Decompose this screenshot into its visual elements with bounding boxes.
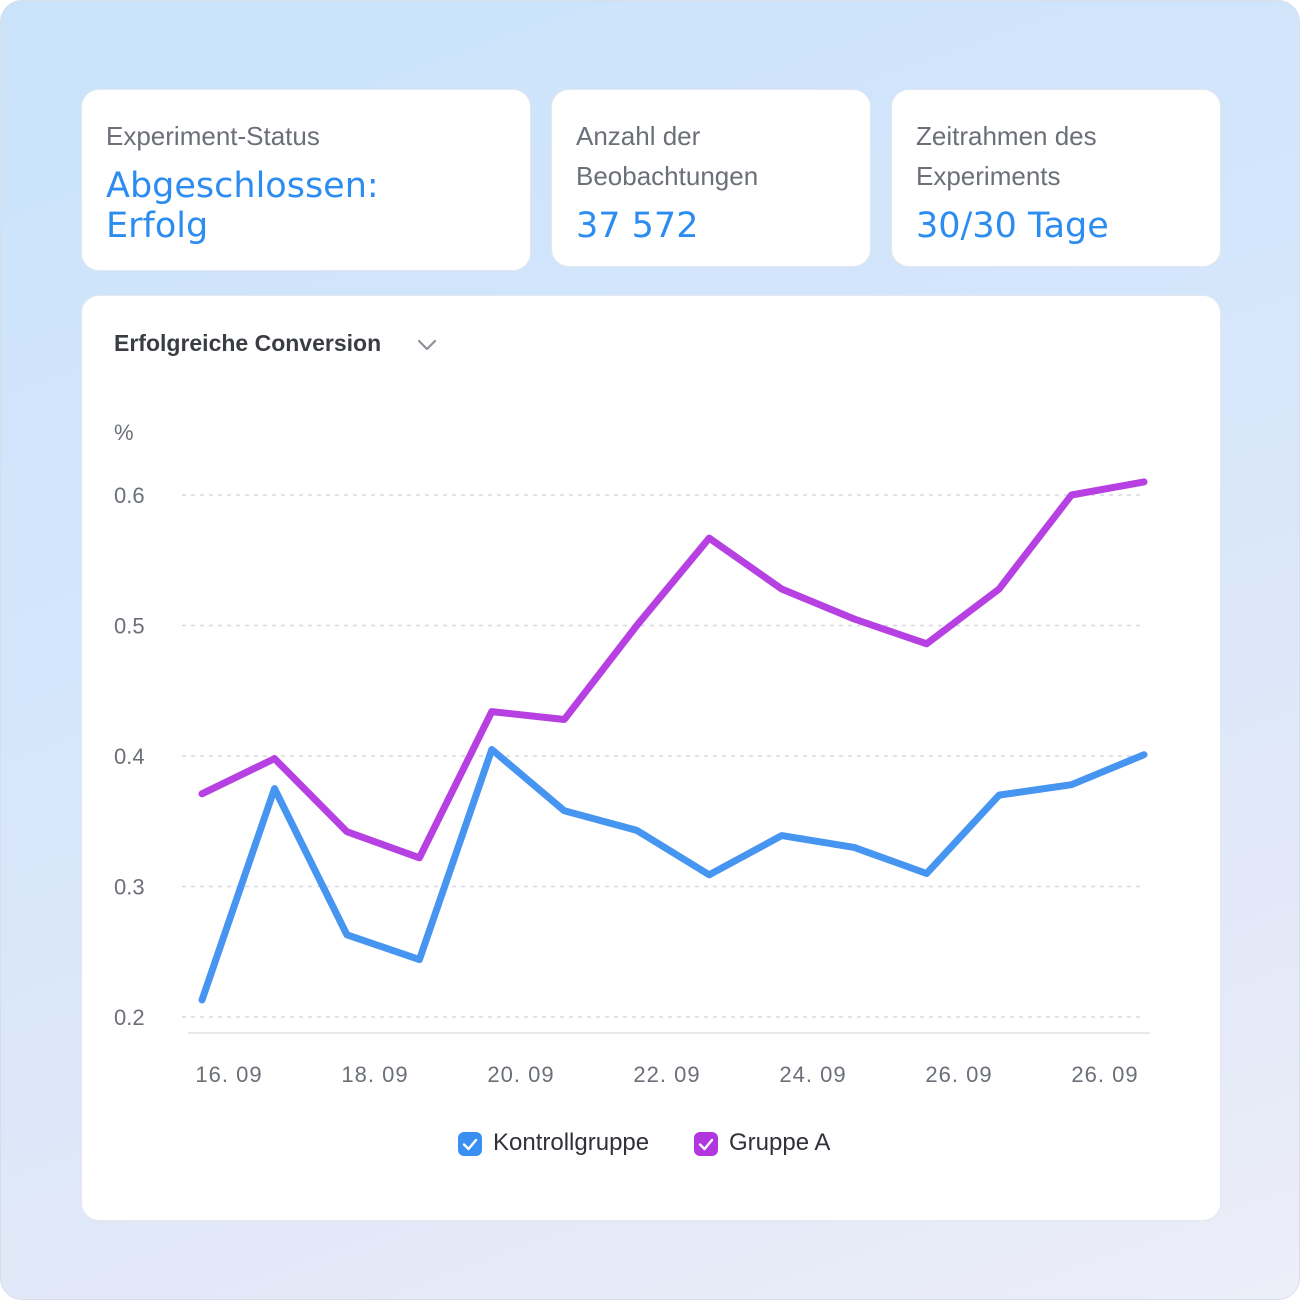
legend-label-kontrollgruppe: Kontrollgruppe (493, 1129, 650, 1156)
y-tick-label: 0.3 (114, 875, 145, 900)
checkbox-checked-icon[interactable] (458, 1132, 482, 1156)
x-tick-label: 22. 09 (633, 1062, 700, 1087)
experiment-status-card: Experiment-Status Abgeschlossen: Erfolg (81, 89, 531, 271)
chevron-down-icon[interactable] (416, 338, 438, 352)
chart-card: Erfolgreiche Conversion % 0.2 0.3 0.4 0.5 0.… (81, 295, 1221, 1221)
observations-card: Anzahl der Beobachtungen 37 572 (551, 89, 871, 267)
observations-value: 37 572 (576, 206, 699, 246)
experiment-status-label: Experiment-Status (106, 121, 320, 151)
y-tick-label: 0.4 (114, 744, 145, 769)
y-tick-label: 0.2 (114, 1005, 145, 1030)
series-line-kontrollgruppe (198, 746, 1148, 1004)
legend-label-gruppe-a: Gruppe A (729, 1129, 831, 1156)
y-tick-label: 0.5 (114, 614, 145, 639)
y-tick-labels: 0.2 0.3 0.4 0.5 0.6 (114, 483, 145, 1030)
x-tick-label: 18. 09 (341, 1062, 408, 1087)
x-tick-label: 20. 09 (487, 1062, 554, 1087)
legend: Kontrollgruppe Gruppe A (82, 1126, 1220, 1162)
chart-title[interactable]: Erfolgreiche Conversion (114, 330, 382, 356)
x-tick-label: 16. 09 (195, 1062, 262, 1087)
timeframe-label: Zeitrahmen des Experiments (916, 116, 1097, 196)
series-lines (198, 478, 1148, 1004)
timeframe-label-line1: Zeitrahmen des (916, 121, 1097, 151)
timeframe-label-line2: Experiments (916, 161, 1061, 191)
series-line-gruppe-a (198, 478, 1148, 862)
y-axis-unit-label: % (114, 420, 134, 445)
timeframe-card: Zeitrahmen des Experiments 30/30 Tage (891, 89, 1221, 267)
x-tick-label: 26. 09 (1071, 1062, 1138, 1087)
y-tick-label: 0.6 (114, 483, 145, 508)
checkbox-checked-icon[interactable] (694, 1132, 718, 1156)
timeframe-value: 30/30 Tage (916, 206, 1109, 246)
line-chart: % 0.2 0.3 0.4 0.5 0.6 16. 09 18. 09 20. 09 22. … (114, 420, 1150, 1087)
experiment-status-value-line1: Abgeschlossen: (106, 166, 379, 206)
observations-label-line1: Anzahl der (576, 121, 701, 151)
experiment-status-value-line2: Erfolg (106, 206, 209, 246)
check-icon (698, 1138, 714, 1151)
observations-label-line2: Beobachtungen (576, 161, 759, 191)
experiment-status-value: Abgeschlossen: Erfolg (106, 166, 379, 246)
x-tick-label: 24. 09 (779, 1062, 846, 1087)
check-icon (462, 1138, 478, 1151)
grid-lines (182, 494, 1150, 1034)
observations-label: Anzahl der Beobachtungen (576, 116, 758, 196)
x-tick-label: 26. 09 (925, 1062, 992, 1087)
x-tick-labels: 16. 09 18. 09 20. 09 22. 09 24. 09 26. 09 26. … (195, 1062, 1138, 1087)
